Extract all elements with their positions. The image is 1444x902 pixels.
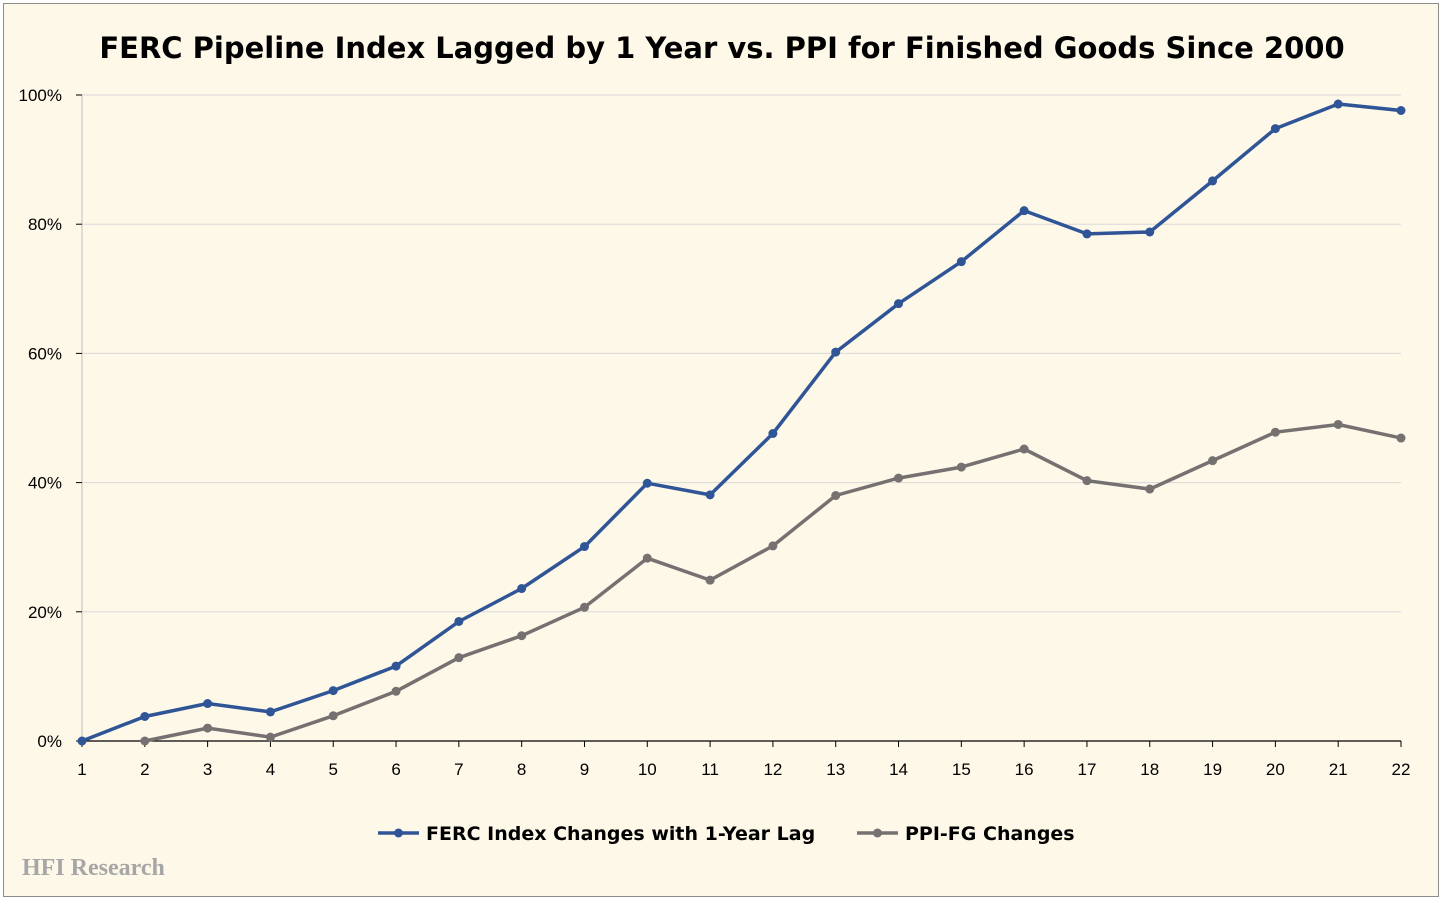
- legend-label: FERC Index Changes with 1-Year Lag: [426, 823, 815, 845]
- x-tick-label: 7: [454, 760, 463, 779]
- watermark: HFI Research: [22, 855, 165, 881]
- data-point: [768, 541, 778, 551]
- x-tick-label: 3: [203, 760, 212, 779]
- data-point: [1145, 227, 1155, 237]
- x-tick-label: 5: [329, 760, 338, 779]
- data-point: [1082, 476, 1092, 486]
- data-point: [328, 686, 338, 696]
- series-layer: [77, 99, 1406, 746]
- data-point: [642, 478, 652, 488]
- data-point: [140, 711, 150, 721]
- x-tick-label: 13: [826, 760, 845, 779]
- axes: 0%20%40%60%80%100%1 2 3 4 5 6 7 8 9 10 11 12 13 14 15 1…: [19, 86, 1411, 779]
- data-point: [831, 347, 841, 357]
- data-point: [1208, 176, 1218, 186]
- legend-marker: [873, 828, 882, 838]
- data-point: [1333, 99, 1343, 109]
- x-tick-label: 12: [763, 760, 782, 779]
- data-point: [454, 653, 464, 663]
- legend: FERC Index Changes with 1-Year Lag PPI-FG…: [378, 823, 1075, 845]
- legend-item: FERC Index Changes with 1-Year Lag: [378, 823, 815, 845]
- data-point: [1270, 124, 1280, 134]
- data-point: [1145, 484, 1155, 494]
- data-point: [517, 584, 527, 594]
- data-point: [1270, 427, 1280, 437]
- x-tick-label: 17: [1077, 760, 1096, 779]
- chart-svg: FERC Pipeline Index Lagged by 1 Year vs.…: [19, 31, 1411, 881]
- data-point: [391, 661, 401, 671]
- legend-marker: [394, 828, 403, 838]
- data-point: [203, 699, 213, 709]
- x-tick-label: 18: [1140, 760, 1159, 779]
- data-point: [1208, 456, 1218, 466]
- data-point: [1082, 229, 1092, 239]
- data-point: [956, 257, 966, 267]
- data-point: [1333, 419, 1343, 429]
- data-point: [831, 491, 841, 501]
- data-point: [579, 602, 589, 612]
- data-point: [140, 736, 150, 746]
- x-tick-label: 11: [701, 760, 719, 779]
- data-point: [517, 631, 527, 641]
- data-point: [265, 732, 275, 742]
- data-point: [203, 723, 213, 733]
- x-tick-label: 22: [1392, 760, 1411, 779]
- data-point: [391, 686, 401, 696]
- y-tick-label: 60%: [28, 344, 62, 363]
- data-point: [894, 473, 904, 483]
- series-line: [81, 102, 1402, 743]
- data-point: [705, 575, 715, 585]
- x-tick-label: 20: [1266, 760, 1285, 779]
- y-tick-label: 40%: [28, 474, 62, 493]
- data-point: [956, 462, 966, 472]
- x-tick-label: 16: [1015, 760, 1034, 779]
- series-0: [77, 99, 1406, 746]
- data-point: [265, 707, 275, 717]
- data-point: [1019, 206, 1029, 216]
- data-point: [705, 490, 715, 500]
- data-point: [1396, 106, 1406, 116]
- chart-title: FERC Pipeline Index Lagged by 1 Year vs.…: [99, 31, 1344, 65]
- chart-frame: FERC Pipeline Index Lagged by 1 Year vs.…: [3, 3, 1439, 897]
- x-tick-label: 10: [638, 760, 657, 779]
- gridlines: [82, 94, 1401, 613]
- legend-item: PPI-FG Changes: [857, 823, 1075, 845]
- y-tick-label: 0%: [37, 732, 62, 751]
- data-point: [77, 736, 87, 746]
- x-tick-label: 8: [517, 760, 526, 779]
- data-point: [1019, 444, 1029, 454]
- x-tick-label: 19: [1203, 760, 1222, 779]
- data-point: [768, 429, 778, 439]
- y-tick-label: 80%: [28, 215, 62, 234]
- x-tick-label: 15: [952, 760, 971, 779]
- x-tick-label: 4: [266, 760, 275, 779]
- x-tick-label: 6: [391, 760, 400, 779]
- y-tick-label: 100%: [19, 86, 62, 105]
- data-point: [894, 299, 904, 309]
- data-point: [328, 711, 338, 721]
- x-tick-label: 1: [77, 760, 86, 779]
- x-tick-label: 14: [889, 760, 908, 779]
- data-point: [642, 553, 652, 563]
- legend-label: PPI-FG Changes: [905, 823, 1075, 845]
- y-tick-label: 20%: [28, 603, 62, 622]
- x-tick-label: 2: [140, 760, 149, 779]
- data-point: [579, 542, 589, 552]
- x-tick-label: 9: [580, 760, 589, 779]
- data-point: [454, 616, 464, 626]
- x-tick-label: 21: [1329, 760, 1348, 779]
- data-point: [1396, 433, 1406, 443]
- series-1: [140, 419, 1406, 746]
